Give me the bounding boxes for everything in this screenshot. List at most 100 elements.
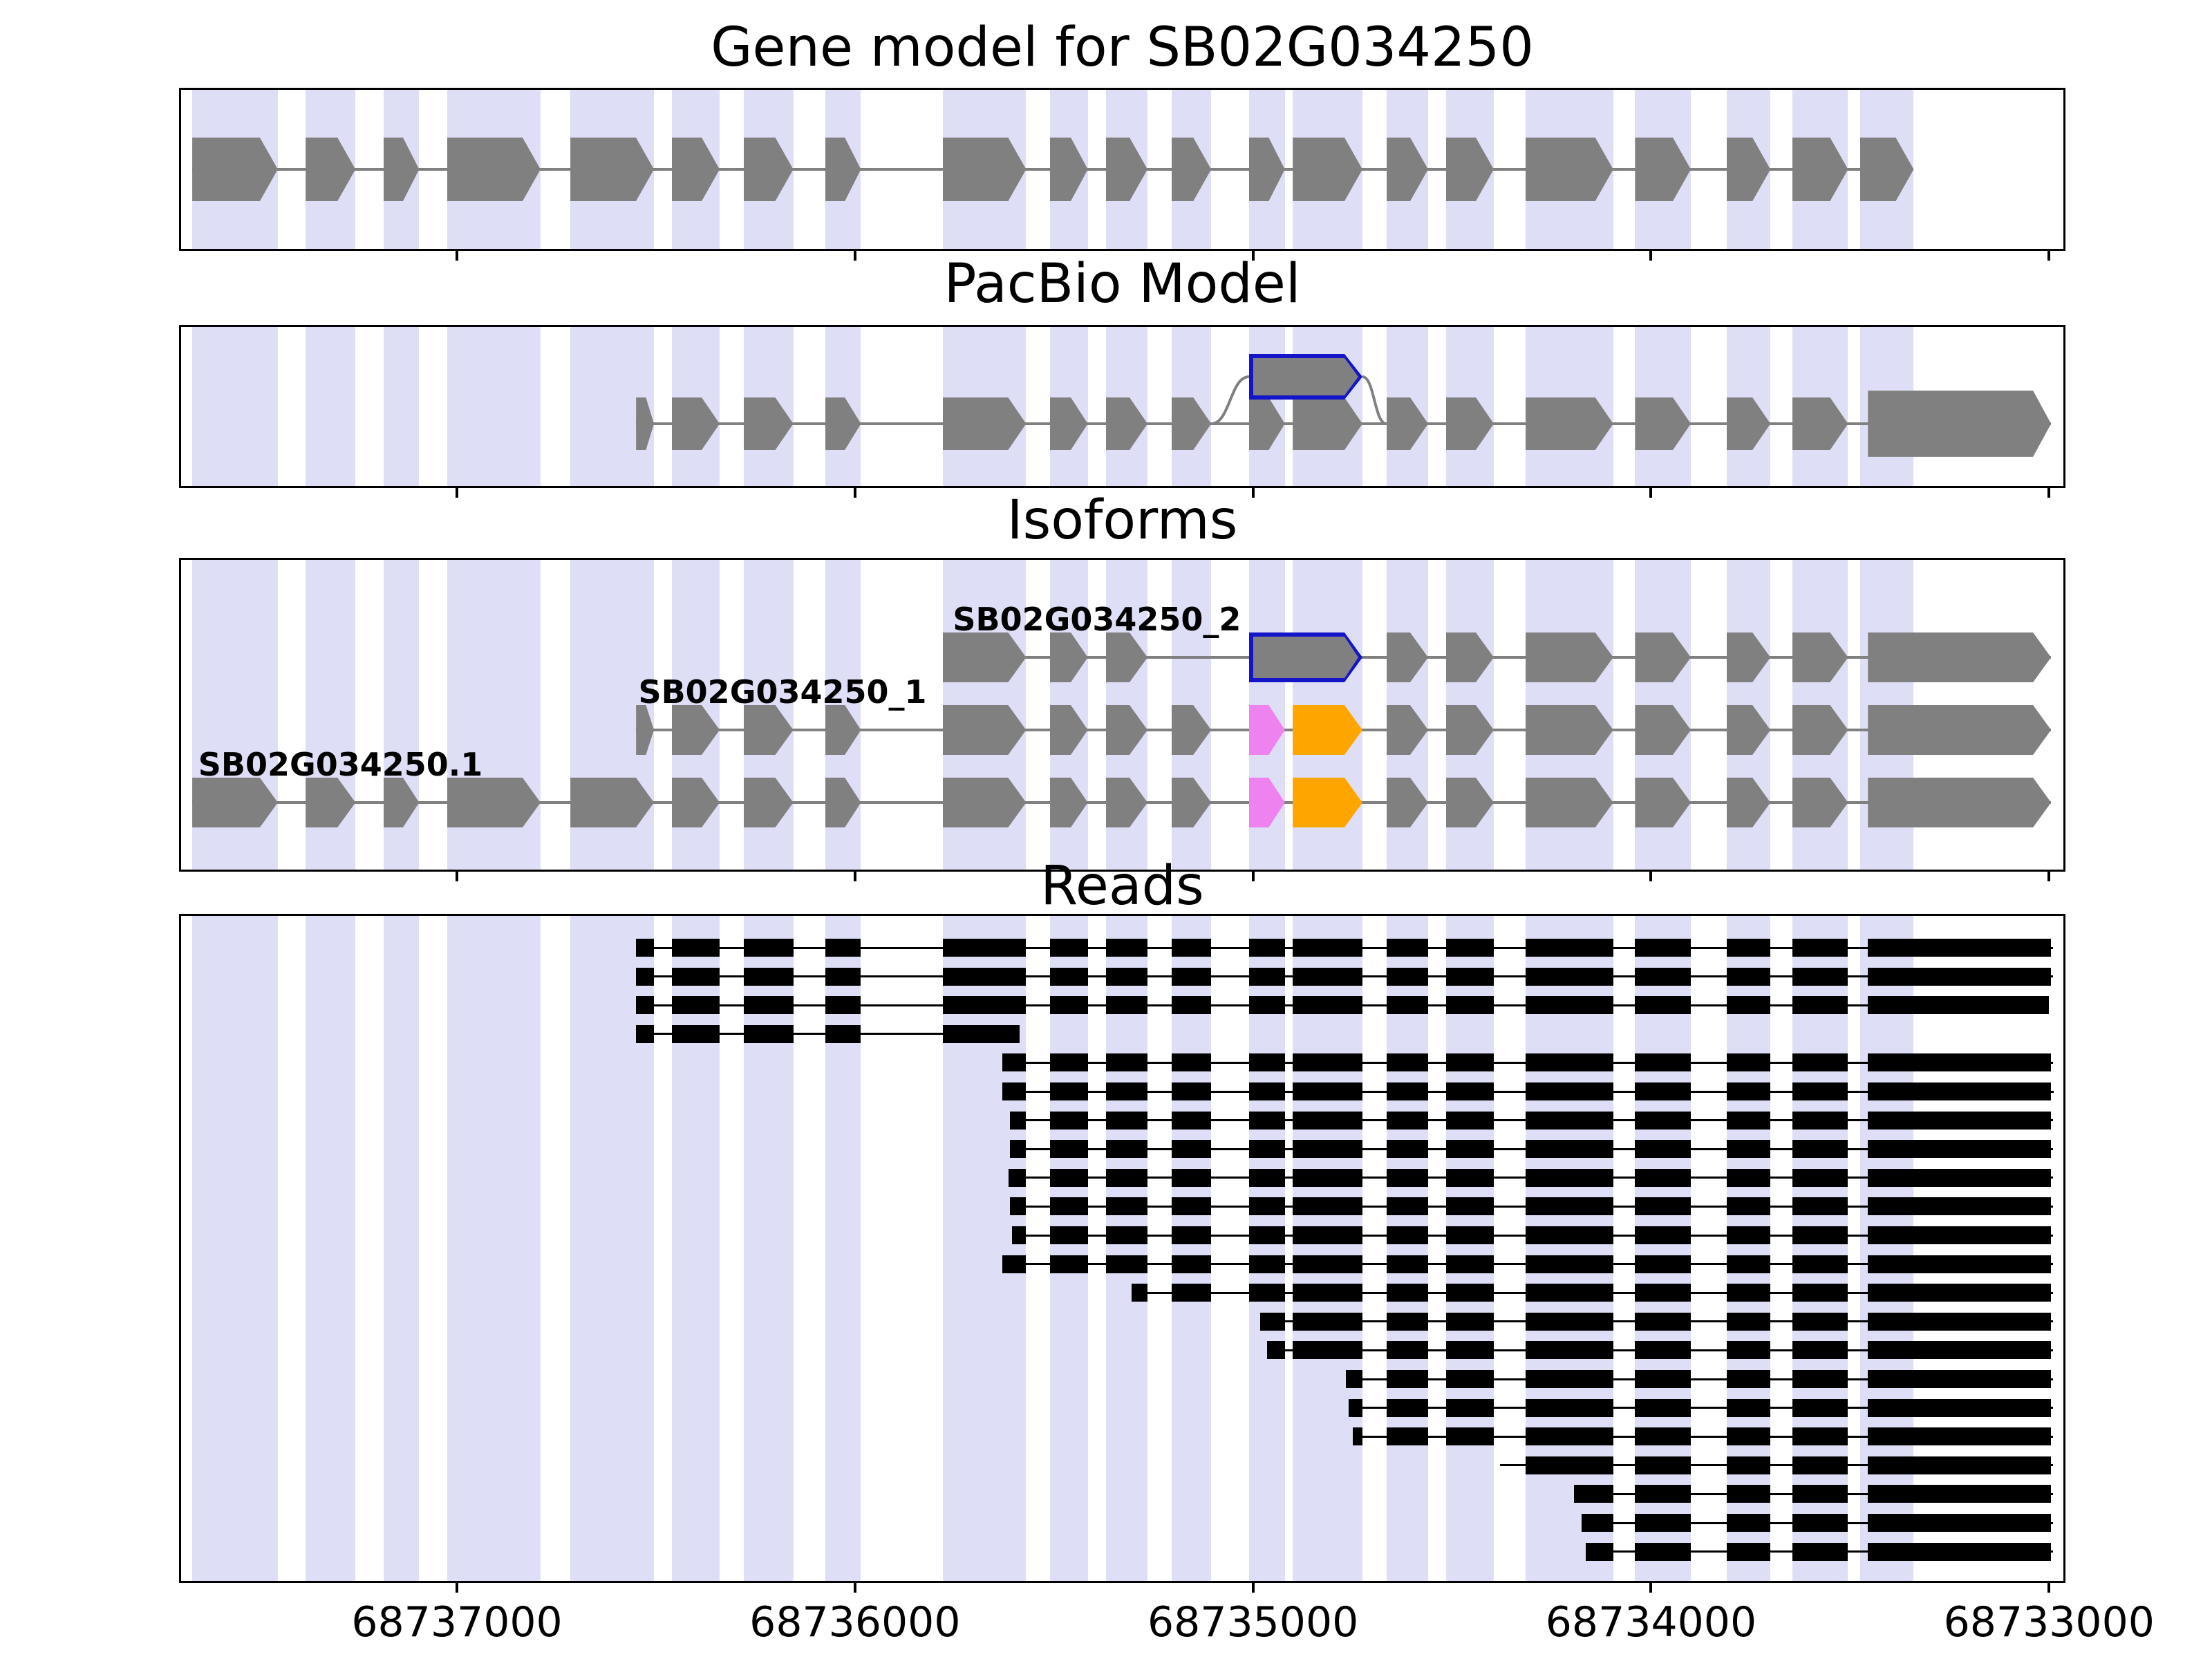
read-exon-block [1792,1514,1848,1532]
read-exon-block [1248,1053,1285,1072]
read-exon-block [1635,939,1691,957]
read-exon-block [1445,1255,1494,1273]
read-exon-block [1726,996,1771,1015]
read-exon-block [1445,1197,1494,1216]
read-exon-block [1792,1427,1848,1446]
exon-block [942,138,1027,201]
read-exon-block [1526,996,1613,1015]
read-exon-block [635,967,655,986]
read-exon-block [1105,1082,1148,1100]
read-exon-block [743,939,794,957]
splice-arc [1210,375,1250,425]
exon-stripe [1635,916,1691,1581]
exon-stripe [942,916,1027,1581]
read-exon-block [1526,1197,1613,1216]
read-exon-block [1445,996,1494,1015]
axis-tick [1251,488,1255,498]
exon-stripe [306,916,356,1581]
axis-tick [456,1583,459,1593]
read-exon-block [1171,1255,1212,1273]
read-exon-block [1293,1082,1362,1100]
axis-tick [456,251,459,261]
read-exon-block [1293,1168,1362,1187]
read-exon-block [1792,1542,1848,1561]
read-exon-block [1445,1168,1494,1187]
read-exon-block [1726,1341,1771,1360]
read-exon-block [743,1024,794,1043]
exon-block [1868,778,2051,827]
read-exon-block [1293,967,1362,986]
read-exon-block [1248,1168,1285,1187]
x-tick-label: 68737000 [351,1598,563,1647]
read-exon-block [1792,1082,1848,1100]
read-exon-block [1792,967,1848,986]
read-exon-block [1792,1111,1848,1130]
exon-stripe [1792,916,1848,1581]
exon-block [192,138,278,201]
read-exon-block [1868,1312,2052,1331]
isoform-label: SB02G034250.1 [198,746,483,783]
read-exon-block [1049,1140,1088,1159]
read-exon-block [1445,1398,1494,1417]
exon-block [942,705,1027,755]
read-exon-block [1171,1111,1212,1130]
read-exon-block [1726,1082,1771,1100]
read-exon-block [1386,1111,1428,1130]
read-exon-block [1868,1485,2052,1503]
read-exon-block [1386,996,1428,1015]
read-exon-block [1635,1053,1691,1072]
reads-panel [179,914,2065,1583]
read-exon-block [1526,1082,1613,1100]
read-exon-block [825,967,861,986]
read-exon-block [1386,1140,1428,1159]
read-exon-block [1726,1370,1771,1388]
read-exon-block [1635,1514,1691,1532]
read-exon-block [1348,1398,1362,1417]
read-exon-block [1445,1053,1494,1072]
read-exon-block [1868,967,2052,986]
pacbio-title: PacBio Model [944,253,1301,315]
read-exon-block [1248,1111,1285,1130]
read-exon-block [1868,1111,2052,1130]
exon-stripe [447,916,541,1581]
intron-line [942,656,2052,659]
read-exon-block [1635,996,1691,1015]
read-exon-block [1526,1312,1613,1331]
pacbio-panel [179,325,2065,488]
read-exon-block [1002,1255,1027,1273]
exon-stripe [1386,916,1428,1581]
read-exon-block [1049,939,1088,957]
read-exon-block [1248,1255,1285,1273]
read-exon-block [1868,1082,2052,1100]
exon-stripe [192,327,278,486]
splice-arcs [1210,375,1387,425]
read-exon-block [1792,939,1848,957]
read-exon-block [1868,996,2050,1015]
read-exon-block [1386,1053,1428,1072]
read-exon-block [1726,967,1771,986]
read-exon-block [1635,1398,1691,1417]
read-exon-block [942,996,1027,1015]
read-exon-block [825,939,861,957]
read-exon-block [1526,1053,1613,1072]
read-exon-block [1726,1197,1771,1216]
read-exon-block [1792,1485,1848,1503]
read-exon-block [1635,967,1691,986]
read-exon-block [1868,1140,2052,1159]
exon-stripe [447,327,541,486]
read-exon-block [1445,1312,1494,1331]
read-exon-block [1868,1226,2052,1244]
read-exon-block [1293,1140,1362,1159]
read-exon-block [635,939,655,957]
read-exon-block [1049,1082,1088,1100]
read-exon-block [1792,1140,1848,1159]
read-exon-block [1049,1226,1088,1244]
read-exon-block [1049,967,1088,986]
read-exon-block [1105,996,1148,1015]
read-exon-block [1792,1226,1848,1244]
read-exon-block [1726,1312,1771,1331]
exon-stripe [1049,916,1088,1581]
exon-block [1526,138,1613,201]
exon-stripe [1726,916,1771,1581]
read-exon-block [1012,1226,1027,1244]
